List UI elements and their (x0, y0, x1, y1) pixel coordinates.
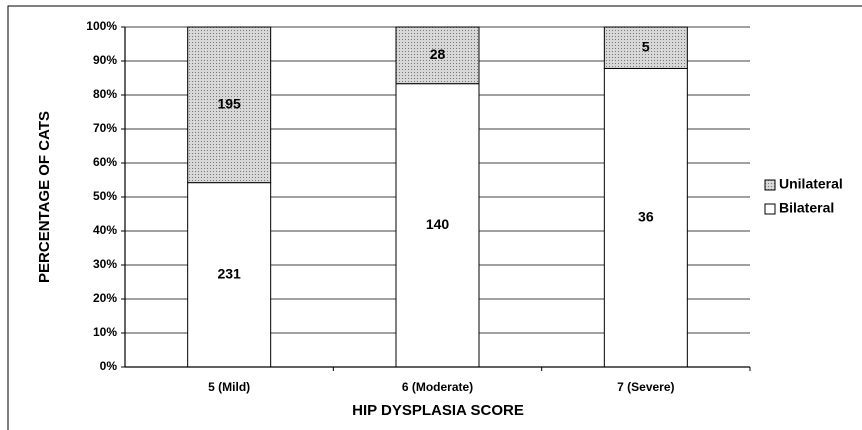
bar-segment (187, 26, 272, 184)
y-tick-label: 80% (93, 87, 117, 101)
data-label: 5 (642, 38, 650, 54)
x-tick-label: 7 (Severe) (617, 380, 674, 394)
y-tick-label: 100% (86, 19, 117, 33)
y-tick-label: 0% (100, 359, 118, 373)
y-tick-label: 10% (93, 325, 117, 339)
data-label: 231 (217, 266, 241, 282)
bar-segment (395, 26, 480, 85)
data-label: 28 (430, 46, 446, 62)
legend-label: Unilateral (779, 176, 843, 192)
y-tick-label: 60% (93, 155, 117, 169)
y-axis-title: PERCENTAGE OF CATS (36, 111, 53, 283)
frame (7, 5, 862, 430)
x-tick-label: 5 (Mild) (208, 380, 250, 394)
y-tick-label: 90% (93, 53, 117, 67)
x-tick-label: 6 (Moderate) (402, 380, 473, 394)
y-tick-label: 70% (93, 121, 117, 135)
legend-label: Bilateral (779, 200, 834, 216)
bar-segment (187, 182, 272, 368)
x-axis-title: HIP DYSPLASIA SCORE (352, 402, 524, 419)
data-label: 36 (638, 208, 654, 224)
data-label: 195 (217, 96, 241, 112)
y-tick-label: 40% (93, 223, 117, 237)
legend-swatch (764, 203, 776, 215)
y-tick-label: 20% (93, 291, 117, 305)
y-tick-label: 50% (93, 189, 117, 203)
y-tick-label: 30% (93, 257, 117, 271)
bar-segment (603, 26, 688, 69)
data-label: 140 (426, 216, 450, 232)
bar-segment (395, 83, 480, 368)
legend-swatch (764, 179, 776, 191)
